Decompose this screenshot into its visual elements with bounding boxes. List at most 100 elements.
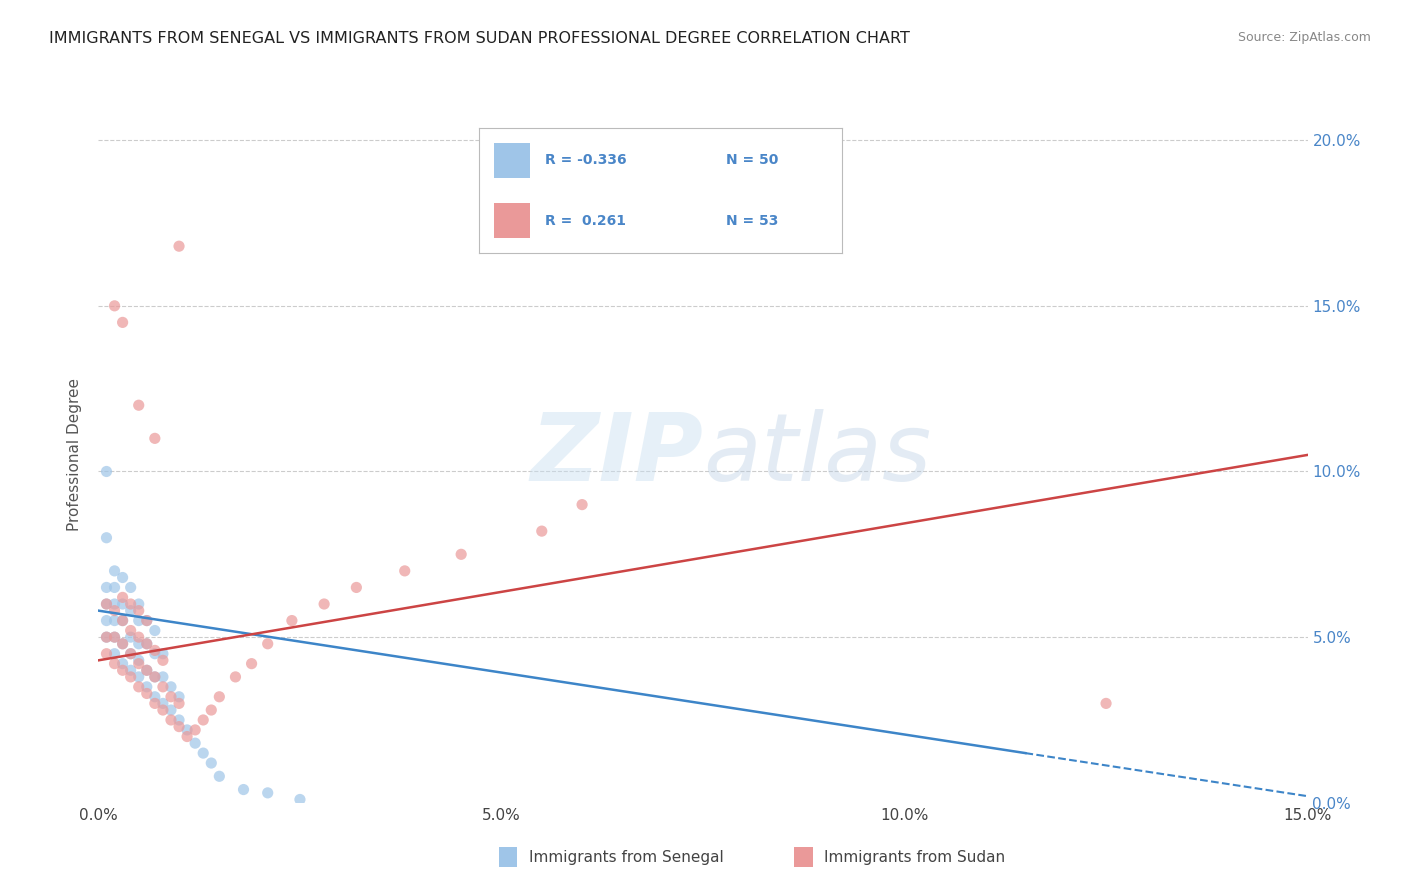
Point: [571, 498, 593, 512]
Point: [160, 680, 183, 694]
Point: [128, 670, 150, 684]
Point: [152, 697, 174, 711]
Point: [167, 713, 190, 727]
Point: [160, 713, 183, 727]
Point: [128, 680, 150, 694]
Point: [96, 597, 118, 611]
Text: Source: ZipAtlas.com: Source: ZipAtlas.com: [1237, 31, 1371, 45]
Point: [224, 670, 246, 684]
Point: [143, 670, 166, 684]
Point: [96, 597, 118, 611]
Point: [128, 630, 150, 644]
Point: [152, 653, 174, 667]
Point: [176, 723, 198, 737]
Point: [344, 581, 367, 595]
Y-axis label: Professional Degree: Professional Degree: [67, 378, 83, 532]
Point: [143, 643, 166, 657]
Text: Immigrants from Sudan: Immigrants from Sudan: [824, 850, 1005, 864]
Point: [128, 657, 150, 671]
Point: [1095, 697, 1118, 711]
Point: [103, 564, 125, 578]
Point: [128, 653, 150, 667]
Point: [128, 614, 150, 628]
Point: [143, 647, 166, 661]
Point: [120, 581, 142, 595]
Point: [111, 591, 134, 605]
Point: [111, 637, 134, 651]
Point: [143, 431, 166, 445]
Point: [167, 697, 190, 711]
Point: [111, 663, 134, 677]
Point: [96, 614, 118, 628]
Point: [256, 637, 278, 651]
Point: [120, 647, 142, 661]
Point: [184, 736, 207, 750]
Point: [193, 746, 215, 760]
Point: [103, 630, 125, 644]
Point: [160, 703, 183, 717]
Point: [135, 686, 157, 700]
Point: [120, 624, 142, 638]
Text: ZIP: ZIP: [530, 409, 703, 501]
Point: [120, 604, 142, 618]
Point: [103, 604, 125, 618]
Point: [103, 597, 125, 611]
Text: atlas: atlas: [703, 409, 931, 500]
Point: [160, 690, 183, 704]
Point: [103, 581, 125, 595]
Point: [450, 547, 472, 561]
Point: [120, 630, 142, 644]
Point: [200, 703, 222, 717]
Point: [111, 637, 134, 651]
Point: [96, 581, 118, 595]
Point: [103, 647, 125, 661]
Point: [394, 564, 416, 578]
Point: [111, 315, 134, 329]
Point: [128, 597, 150, 611]
Point: [135, 614, 157, 628]
Point: [103, 630, 125, 644]
Point: [193, 713, 215, 727]
Point: [103, 614, 125, 628]
Point: [120, 647, 142, 661]
Point: [143, 697, 166, 711]
Point: [111, 614, 134, 628]
Point: [103, 299, 125, 313]
Point: [152, 647, 174, 661]
Point: [111, 657, 134, 671]
Point: [232, 782, 254, 797]
Text: Immigrants from Senegal: Immigrants from Senegal: [529, 850, 724, 864]
Point: [103, 657, 125, 671]
Point: [200, 756, 222, 770]
Point: [128, 604, 150, 618]
Point: [111, 597, 134, 611]
Point: [96, 630, 118, 644]
Point: [128, 398, 150, 412]
Point: [96, 531, 118, 545]
Point: [111, 570, 134, 584]
Point: [135, 680, 157, 694]
Point: [135, 663, 157, 677]
Point: [208, 690, 231, 704]
Point: [176, 730, 198, 744]
Point: [96, 647, 118, 661]
Point: [167, 690, 190, 704]
Point: [184, 723, 207, 737]
Point: [152, 670, 174, 684]
Point: [128, 637, 150, 651]
Point: [120, 597, 142, 611]
Point: [111, 614, 134, 628]
Point: [240, 657, 263, 671]
Point: [530, 524, 553, 538]
Point: [120, 663, 142, 677]
Point: [135, 637, 157, 651]
Text: IMMIGRANTS FROM SENEGAL VS IMMIGRANTS FROM SUDAN PROFESSIONAL DEGREE CORRELATION: IMMIGRANTS FROM SENEGAL VS IMMIGRANTS FR…: [49, 31, 910, 46]
Point: [281, 614, 304, 628]
Point: [135, 663, 157, 677]
Point: [120, 670, 142, 684]
Point: [143, 624, 166, 638]
Point: [152, 703, 174, 717]
Point: [96, 465, 118, 479]
Point: [208, 769, 231, 783]
Point: [143, 670, 166, 684]
